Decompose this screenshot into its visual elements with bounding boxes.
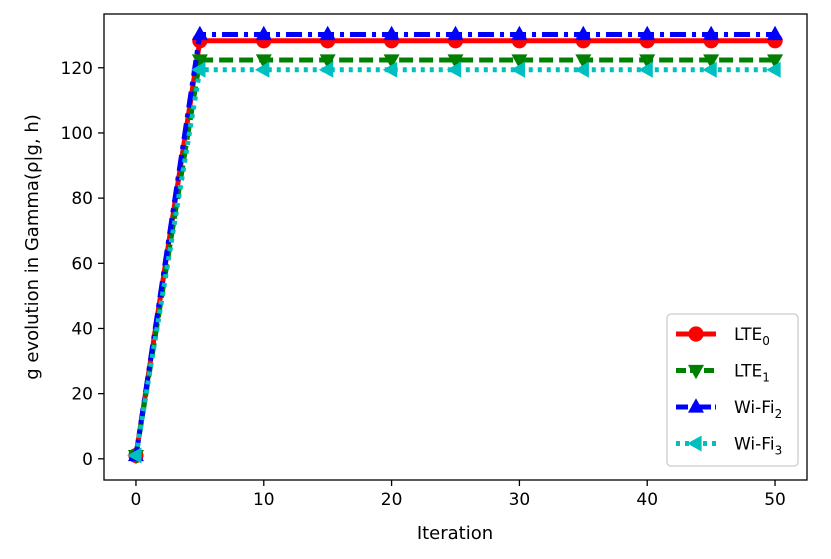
y-axis-title: g evolution in Gamma(ρ|g, h) bbox=[22, 114, 43, 380]
legend-label-subscript: 3 bbox=[775, 444, 783, 458]
data-point bbox=[254, 61, 270, 78]
legend-entry: LTE0 bbox=[676, 325, 770, 348]
y-tick-label: 80 bbox=[71, 189, 93, 209]
y-tick-label: 40 bbox=[71, 319, 93, 339]
y-tick-label: 60 bbox=[71, 254, 93, 274]
legend-entries: LTE0 LTE1 Wi-Fi2 Wi-Fi3 bbox=[676, 325, 782, 458]
x-tick-label: 30 bbox=[509, 490, 531, 510]
data-point bbox=[318, 61, 334, 78]
legend-label-subscript: 2 bbox=[775, 407, 783, 421]
data-point bbox=[511, 25, 528, 41]
y-tick-label: 120 bbox=[61, 59, 93, 79]
legend-entry: Wi-Fi3 bbox=[676, 435, 782, 458]
legend-label: LTE0 bbox=[734, 325, 770, 348]
data-point bbox=[255, 25, 272, 41]
series-line bbox=[133, 67, 776, 456]
legend-marker bbox=[688, 364, 704, 380]
legend-label-subscript: 1 bbox=[762, 371, 770, 385]
x-axis-title: Iteration bbox=[417, 523, 493, 544]
data-point bbox=[382, 61, 398, 78]
data-point bbox=[703, 54, 720, 69]
legend-label: Wi-Fi3 bbox=[734, 435, 782, 458]
data-point bbox=[702, 61, 717, 78]
legend: LTE0 LTE1 Wi-Fi2 Wi-Fi3 bbox=[666, 313, 799, 467]
legend-marker bbox=[688, 398, 704, 413]
series-3 bbox=[127, 61, 781, 464]
legend-entry: LTE1 bbox=[676, 362, 770, 385]
y-tick-label: 100 bbox=[61, 124, 93, 144]
data-point bbox=[255, 54, 272, 69]
data-point bbox=[383, 25, 400, 41]
data-point bbox=[191, 61, 206, 78]
legend-box bbox=[666, 313, 799, 467]
data-point bbox=[319, 54, 336, 69]
legend-label-subscript: 0 bbox=[762, 334, 770, 348]
data-point bbox=[191, 54, 208, 69]
y-tick-label: 20 bbox=[71, 385, 93, 405]
data-point bbox=[575, 54, 592, 69]
legend-label: Wi-Fi2 bbox=[734, 398, 782, 421]
x-tick-label: 50 bbox=[764, 490, 786, 510]
data-point bbox=[447, 25, 464, 41]
legend-label: LTE1 bbox=[734, 362, 770, 385]
series-line bbox=[133, 57, 776, 456]
x-tick-label: 10 bbox=[253, 490, 275, 510]
legend-marker bbox=[688, 326, 704, 342]
y-tick-label: 0 bbox=[82, 450, 93, 470]
data-point bbox=[383, 54, 400, 69]
data-point bbox=[575, 25, 592, 41]
data-point bbox=[639, 25, 656, 41]
data-point bbox=[639, 54, 656, 69]
data-point bbox=[638, 61, 653, 78]
data-point bbox=[767, 54, 784, 69]
x-tick-label: 0 bbox=[131, 490, 142, 510]
series-2 bbox=[127, 25, 784, 462]
series-layer bbox=[127, 25, 784, 465]
plot-frame bbox=[103, 13, 808, 481]
x-tick-label: 40 bbox=[636, 490, 658, 510]
data-point bbox=[574, 61, 589, 78]
x-tick-label: 20 bbox=[381, 490, 403, 510]
data-point bbox=[510, 61, 526, 78]
legend-marker bbox=[687, 435, 702, 452]
data-point bbox=[447, 54, 464, 69]
data-point bbox=[511, 54, 528, 69]
legend-entry: Wi-Fi2 bbox=[676, 398, 782, 421]
data-point bbox=[767, 25, 784, 41]
data-point bbox=[127, 447, 142, 464]
data-point bbox=[319, 25, 336, 41]
data-point bbox=[191, 25, 208, 41]
data-point bbox=[766, 61, 781, 78]
data-point bbox=[703, 25, 720, 41]
data-point bbox=[446, 61, 462, 78]
